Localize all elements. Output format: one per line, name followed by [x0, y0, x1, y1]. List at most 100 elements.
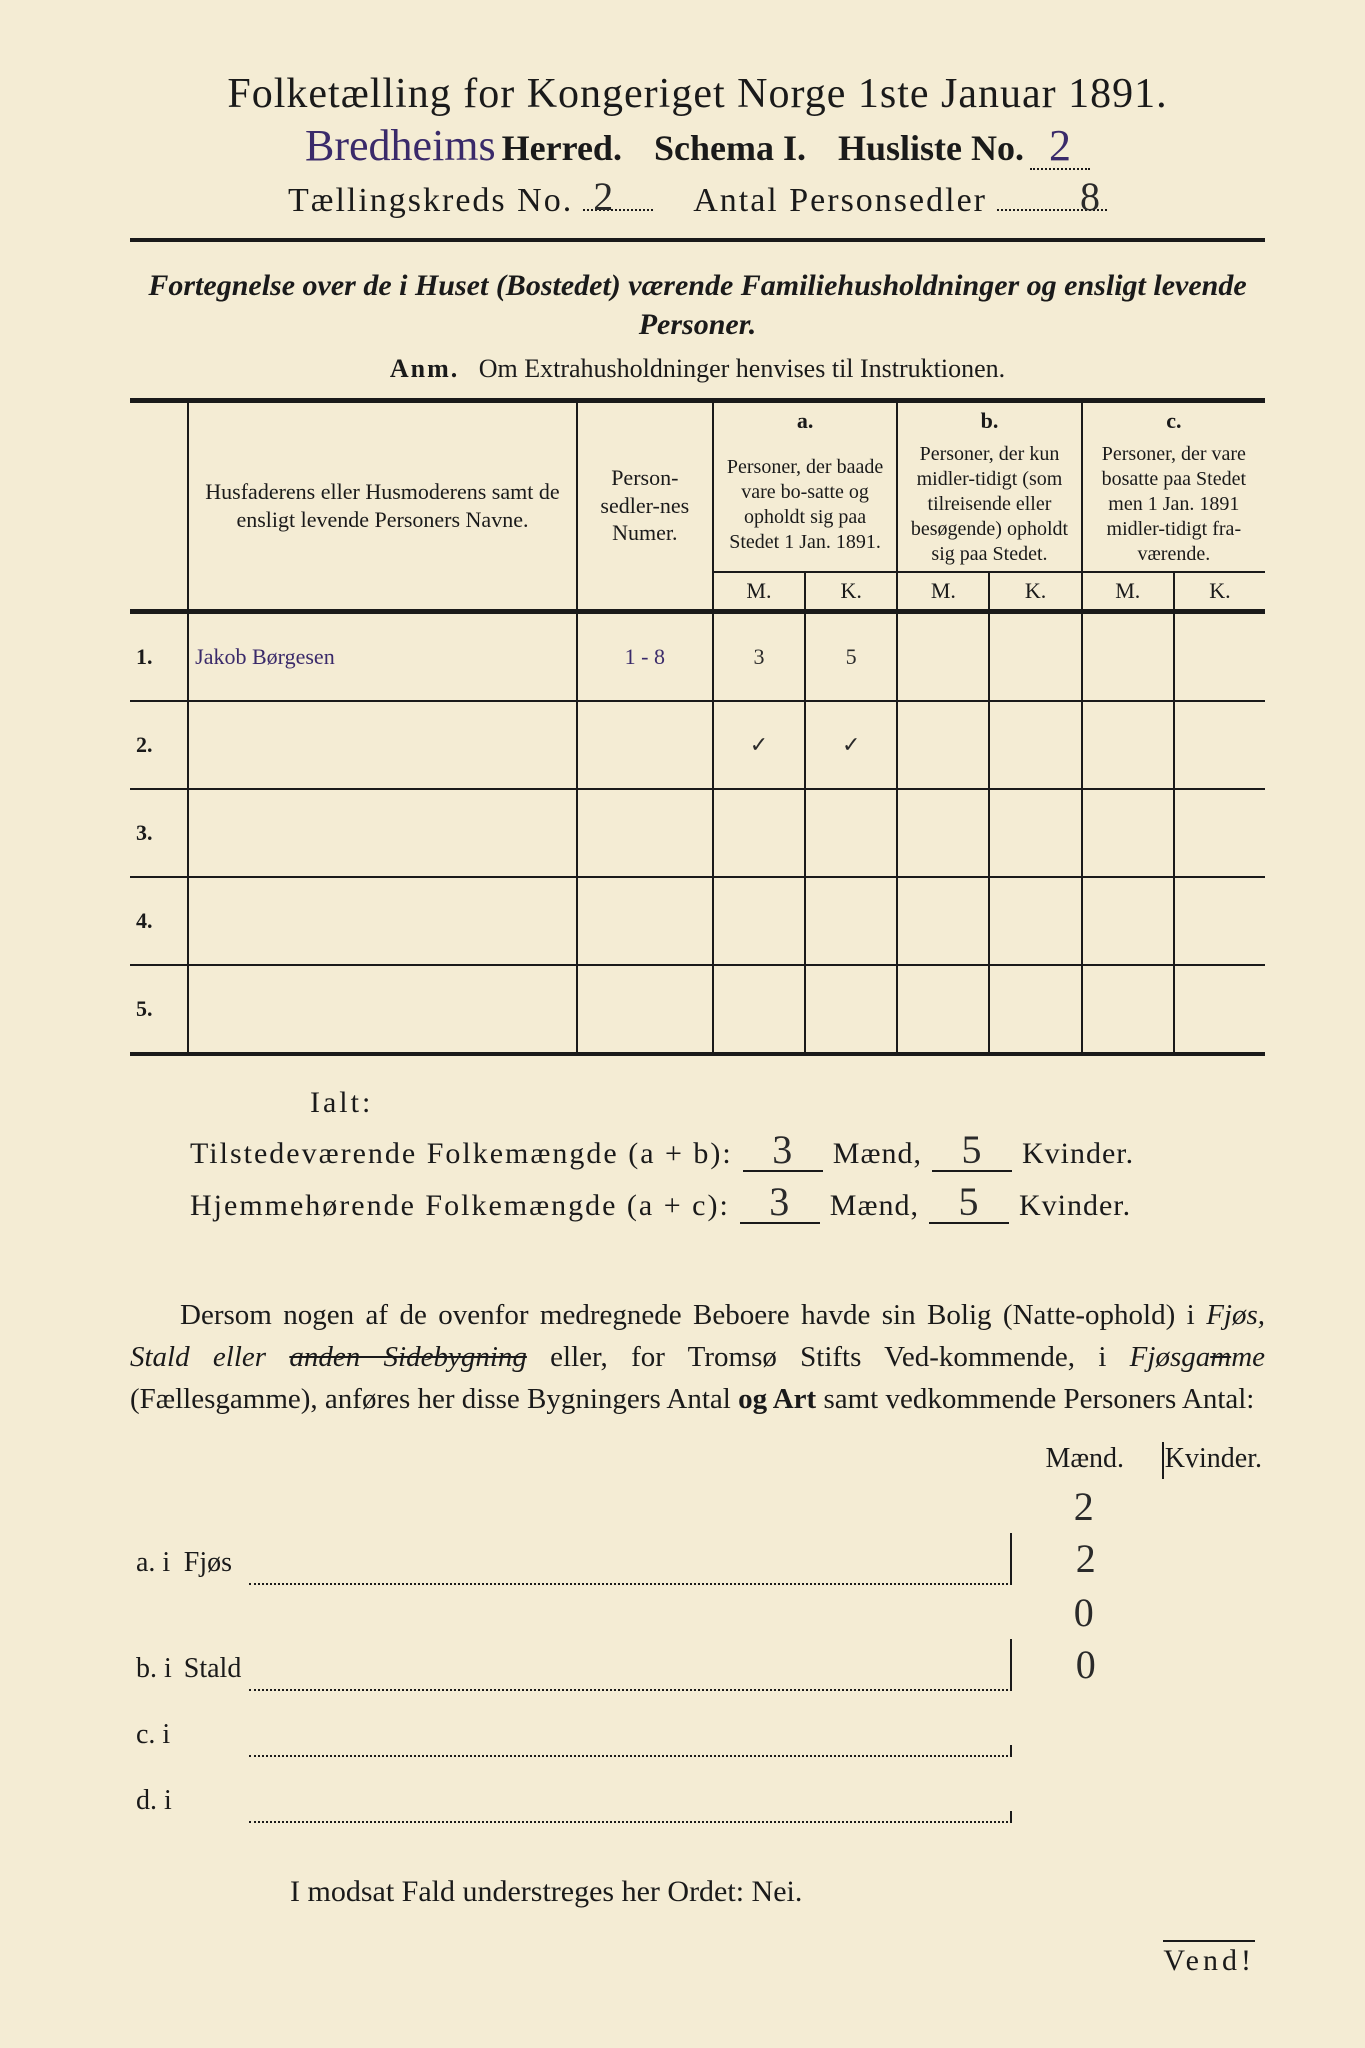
numer-cell	[577, 789, 713, 877]
c-k-cell	[1174, 789, 1265, 877]
herred-label: Herred.	[502, 127, 622, 169]
mk-row-category: Fjøs	[180, 1481, 248, 1585]
a-k-cell: ✓	[805, 701, 897, 789]
mk-m-value	[1010, 1779, 1158, 1791]
a-k-cell	[805, 965, 897, 1054]
sum-line-present: Tilstedeværende Folkemængde (a + b): 3 M…	[190, 1130, 1265, 1172]
a-k-cell	[805, 789, 897, 877]
a-k-cell: 5	[805, 611, 897, 701]
dotted-leader	[249, 1587, 1007, 1691]
ialt-label: Ialt:	[310, 1086, 1265, 1120]
b-m-cell	[897, 611, 989, 701]
household-table: Husfaderens eller Husmoderens samt de en…	[130, 398, 1265, 1056]
sum1-klbl: Kvinder.	[1022, 1137, 1134, 1171]
dotted-leader	[249, 1693, 1007, 1757]
mk-row-category: Stald	[180, 1587, 248, 1691]
husliste-label: Husliste No.	[838, 127, 1024, 169]
mk-kvinder-header: Kvinder.	[1162, 1442, 1263, 1479]
a-m-cell	[713, 965, 805, 1054]
census-form-page: Folketælling for Kongeriget Norge 1ste J…	[0, 0, 1365, 2048]
c-k-cell	[1174, 965, 1265, 1054]
b-k-cell	[989, 611, 1081, 701]
sum1-k: 5	[932, 1130, 1012, 1172]
sum2-mlbl: Mænd,	[830, 1189, 919, 1223]
sum2-label: Hjemmehørende Folkemængde (a + c):	[190, 1189, 730, 1223]
mk-k-value: 2	[1010, 1533, 1160, 1585]
anm-text: Om Extrahusholdninger henvises til Instr…	[479, 354, 1005, 383]
mk-row-label: c. i	[132, 1693, 178, 1757]
c-m-cell	[1082, 789, 1174, 877]
sum-line-belonging: Hjemmehørende Folkemængde (a + c): 3 Mæn…	[190, 1182, 1265, 1224]
name-cell	[188, 701, 577, 789]
mk-k-value: 0	[1010, 1639, 1160, 1691]
outbuilding-row: a. iFjøs22	[132, 1481, 1263, 1585]
row-number: 1.	[130, 611, 188, 701]
mk-row-category	[180, 1759, 248, 1823]
outbuilding-table: Mænd. Kvinder. a. iFjøs22b. iStald00c. i…	[130, 1440, 1265, 1825]
mk-m-value	[1010, 1713, 1158, 1725]
a-m-cell: 3	[713, 611, 805, 701]
sum2-klbl: Kvinder.	[1019, 1189, 1131, 1223]
numer-cell	[577, 701, 713, 789]
row-number: 2.	[130, 701, 188, 789]
mk-k-value	[1010, 1745, 1160, 1757]
a-m-cell	[713, 789, 805, 877]
b-m-cell	[897, 789, 989, 877]
table-body: 1.Jakob Børgesen1 - 8352.✓✓3.4.5.	[130, 611, 1265, 1054]
numer-cell	[577, 877, 713, 965]
row-number: 5.	[130, 965, 188, 1054]
b-k-cell	[989, 877, 1081, 965]
name-cell: Jakob Børgesen	[188, 611, 577, 701]
form-title: Folketælling for Kongeriget Norge 1ste J…	[130, 70, 1265, 118]
col-a-k: K.	[805, 572, 897, 611]
col-a-m: M.	[713, 572, 805, 611]
name-cell	[188, 965, 577, 1054]
c-m-cell	[1082, 701, 1174, 789]
mk-m-value: 2	[1010, 1481, 1158, 1533]
col-b-k: K.	[989, 572, 1081, 611]
col-b-m: M.	[897, 572, 989, 611]
outbuilding-row: d. i	[132, 1759, 1263, 1823]
nei-line: I modsat Fald understreges her Ordet: Ne…	[290, 1875, 1265, 1909]
row-number: 4.	[130, 877, 188, 965]
b-m-cell	[897, 701, 989, 789]
c-k-cell	[1174, 701, 1265, 789]
col-a-label: a.	[713, 400, 897, 438]
form-header: Folketælling for Kongeriget Norge 1ste J…	[130, 70, 1265, 220]
husliste-no-handwritten: 2	[1030, 124, 1090, 170]
col-b-text: Personer, der kun midler-tidigt (som til…	[897, 438, 1081, 572]
a-m-cell: ✓	[713, 701, 805, 789]
c-k-cell	[1174, 611, 1265, 701]
header-line-2: Bredheims Herred. Schema I. Husliste No.…	[130, 124, 1265, 170]
form-subtitle: Fortegnelse over de i Huset (Bostedet) v…	[130, 266, 1265, 344]
sum2-k: 5	[929, 1182, 1009, 1224]
row-number: 3.	[130, 789, 188, 877]
divider-rule	[130, 238, 1265, 242]
sum2-m: 3	[740, 1182, 820, 1224]
c-k-cell	[1174, 877, 1265, 965]
dotted-leader	[249, 1759, 1007, 1823]
herred-handwritten: Bredheims	[305, 124, 496, 168]
col-c-text: Personer, der vare bosatte paa Stedet me…	[1082, 438, 1265, 572]
table-row: 2. ✓✓	[130, 701, 1265, 789]
annotation-line: Anm. Om Extrahusholdninger henvises til …	[130, 354, 1265, 384]
table-row: 5.	[130, 965, 1265, 1054]
sum1-mlbl: Mænd,	[833, 1137, 922, 1171]
kreds-label: Tællingskreds No.	[288, 182, 573, 220]
schema-label: Schema I.	[654, 127, 806, 169]
c-m-cell	[1082, 611, 1174, 701]
c-m-cell	[1082, 877, 1174, 965]
b-k-cell	[989, 701, 1081, 789]
mk-row-label: d. i	[132, 1759, 178, 1823]
anm-label: Anm.	[390, 354, 459, 383]
vend-label: Vend!	[1163, 1940, 1255, 1978]
name-cell	[188, 877, 577, 965]
col-c-m: M.	[1082, 572, 1174, 611]
mk-row-label: b. i	[132, 1587, 178, 1691]
sum1-label: Tilstedeværende Folkemængde (a + b):	[190, 1137, 733, 1171]
outbuilding-row: c. i	[132, 1693, 1263, 1757]
outbuilding-row: b. iStald 00	[132, 1587, 1263, 1691]
col-names-header: Husfaderens eller Husmoderens samt de en…	[188, 400, 577, 611]
mk-m-value: 0	[1010, 1587, 1158, 1639]
table-row: 3.	[130, 789, 1265, 877]
